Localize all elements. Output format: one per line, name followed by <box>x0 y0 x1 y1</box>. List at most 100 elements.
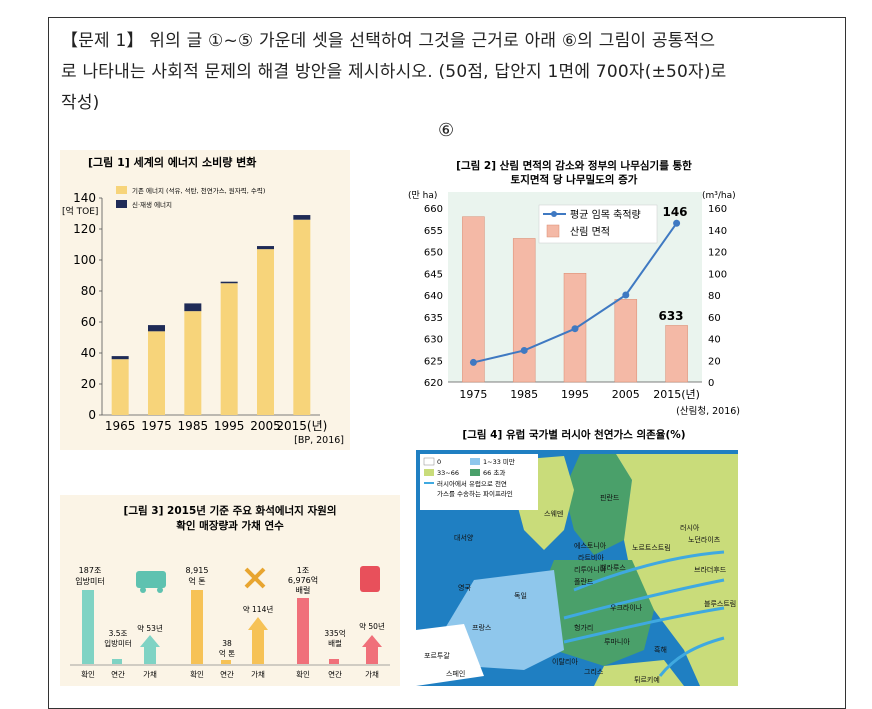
x-tick-label: 1975 <box>141 419 172 433</box>
y-left-tick-label: 630 <box>424 335 443 346</box>
point-timber-stock-4 <box>673 219 681 227</box>
legend-pipeline-label-1: 러시아에서 유럽으로 천연 <box>437 479 507 488</box>
map-label: 스웨덴 <box>544 509 563 518</box>
point-timber-stock-2 <box>571 325 579 333</box>
bar-renewable-0 <box>111 356 129 360</box>
x-tick-label: 1985 <box>510 388 538 401</box>
bar-renewable-2 <box>184 303 202 312</box>
legend-33-66-label: 33~66 <box>437 469 459 477</box>
pipeline-northern-lights <box>563 578 725 620</box>
legend-line-marker <box>551 211 557 217</box>
y-left-tick-label: 640 <box>424 291 443 302</box>
gas-reserve-value: 187조 <box>79 566 102 575</box>
map-iberia <box>416 624 484 686</box>
bar-renewable-5 <box>293 215 311 220</box>
figure-1-chart: [그림 1] 세계의 에너지 소비량 변화 [억 TOE] 기존 에너지 (석유… <box>62 155 344 446</box>
bar-forest-area-0 <box>462 216 485 383</box>
map-label: 헝가리 <box>574 623 593 632</box>
figure-2-source: (산림청, 2016) <box>676 405 740 417</box>
gas-annual-unit: 입방미터 <box>104 638 132 648</box>
legend-1-33-label: 1~33 미만 <box>483 457 515 466</box>
coal-years-value: 약 114년 <box>243 604 274 614</box>
coal-reserve-bar <box>191 590 203 664</box>
coal-annual-unit: 억 톤 <box>219 649 235 658</box>
y-tick-label: 0 <box>88 408 96 422</box>
point-timber-stock-3 <box>622 291 630 299</box>
x-label-reserve-2: 확인 <box>190 669 204 679</box>
map-label: 핀란드 <box>600 493 620 502</box>
map-label: 영국 <box>458 583 471 592</box>
figure-1: [그림 1] 세계의 에너지 소비량 변화 [억 TOE] 기존 에너지 (석유… <box>60 150 350 450</box>
map-finland <box>564 454 632 555</box>
legend-pipeline-label-2: 가스를 수송하는 파이프라인 <box>437 489 513 498</box>
question-line-3: 작성) <box>61 93 100 113</box>
question-line-1: 【문제 1】 위의 글 ①~⑤ 가운데 셋을 선택하여 그것을 근거로 아래 ⑥… <box>61 31 716 51</box>
figure-2-chart: [그림 2] 산림 면적의 감소와 정부의 나무심기를 통한 토지면적 당 나무… <box>408 159 740 417</box>
gas-years-value: 약 53년 <box>137 623 163 633</box>
y-right-tick-label: 140 <box>708 226 727 237</box>
legend-66-label: 66 초과 <box>483 468 505 477</box>
y-left-tick-label: 655 <box>424 226 443 237</box>
figure-2-title-line-2: 토지면적 당 나무밀도의 증가 <box>511 173 638 186</box>
x-label-years-2: 가채 <box>251 669 265 679</box>
map-label: 그리스 <box>584 667 604 676</box>
x-label-annual-3: 연간 <box>328 669 342 679</box>
y-left-tick-label: 660 <box>424 204 443 215</box>
question-line-2: 로 나타내는 사회적 문제의 해결 방안을 제시하시오. (50점, 답안지 1… <box>61 62 727 82</box>
gas-annual-bar <box>112 659 122 664</box>
x-tick-label: 1995 <box>214 419 245 433</box>
legend-66-swatch <box>470 469 480 476</box>
bar-renewable-4 <box>257 246 274 250</box>
map-label: 튀르키예 <box>634 675 660 684</box>
map-label: 이탈리아 <box>552 657 578 666</box>
legend-bar-label: 산림 면적 <box>570 226 610 238</box>
coal-reserve-unit: 억 톤 <box>188 576 205 586</box>
x-tick-label: 1975 <box>459 388 487 401</box>
map-turkey <box>594 660 684 686</box>
figure-2: [그림 2] 산림 면적의 감소와 정부의 나무심기를 통한 토지면적 당 나무… <box>404 150 744 420</box>
x-tick-label: 1985 <box>178 419 209 433</box>
x-label-annual-2: 연간 <box>220 669 234 679</box>
y-tick-label: 60 <box>81 315 96 329</box>
map-russia <box>616 454 738 686</box>
figure-2-title-line-1: [그림 2] 산림 면적의 감소와 정부의 나무심기를 통한 <box>456 159 692 172</box>
map-label: 벨라루스 <box>600 563 626 572</box>
oil-drum-icon <box>360 566 380 592</box>
map-label: 폴란드 <box>574 578 594 586</box>
question-text: 【문제 1】 위의 글 ①~⑤ 가운데 셋을 선택하여 그것을 근거로 아래 ⑥… <box>61 26 841 119</box>
legend-renewable-label: 신·재생 에너지 <box>132 200 172 209</box>
oil-years-arrow <box>362 635 382 664</box>
legend-33-66-swatch <box>424 469 434 476</box>
y-left-tick-label: 645 <box>424 269 443 280</box>
y-tick-label: 100 <box>73 253 96 267</box>
y-left-tick-label: 620 <box>424 378 443 389</box>
pipeline-blue-stream <box>658 636 725 677</box>
bar-renewable-1 <box>148 325 165 332</box>
map-label: 독일 <box>514 591 527 600</box>
map-label: 흑해 <box>654 645 667 654</box>
map-label: 리투아니아 <box>574 565 607 574</box>
map-label: 우크라이나 <box>610 603 643 612</box>
map-label: 에스토니아 <box>574 541 607 550</box>
map-label: 포르투갈 <box>424 652 450 660</box>
legend-renewable-swatch <box>116 200 127 208</box>
figure-3-title-line-1: [그림 3] 2015년 기준 주요 화석에너지 자원의 <box>124 504 337 517</box>
bar-conventional-5 <box>293 219 311 415</box>
map-label: 블루스트림 <box>704 599 736 608</box>
bar-forest-area-4 <box>665 325 688 383</box>
figure-3-graphic: [그림 3] 2015년 기준 주요 화석에너지 자원의 확인 매장량과 가채 … <box>70 504 390 679</box>
legend-line-label: 평균 임목 축적량 <box>570 208 641 221</box>
y-right-tick-label: 40 <box>708 335 721 346</box>
figure-1-unit: [억 TOE] <box>62 205 98 217</box>
figure-1-title: [그림 1] 세계의 에너지 소비량 변화 <box>88 155 256 169</box>
y-tick-label: 140 <box>73 191 96 205</box>
y-right-tick-label: 160 <box>708 204 727 215</box>
figure-4-title: [그림 4] 유럽 국가별 러시아 천연가스 의존율(%) <box>462 428 685 441</box>
y-right-tick-label: 60 <box>708 313 721 324</box>
bar-conventional-0 <box>111 359 129 415</box>
legend-0-swatch <box>423 457 435 466</box>
map-label: 스페인 <box>446 669 465 678</box>
map-label: 노던라이츠 <box>688 535 721 544</box>
bar-renewable-3 <box>220 281 238 284</box>
map-western-europe <box>444 570 564 670</box>
